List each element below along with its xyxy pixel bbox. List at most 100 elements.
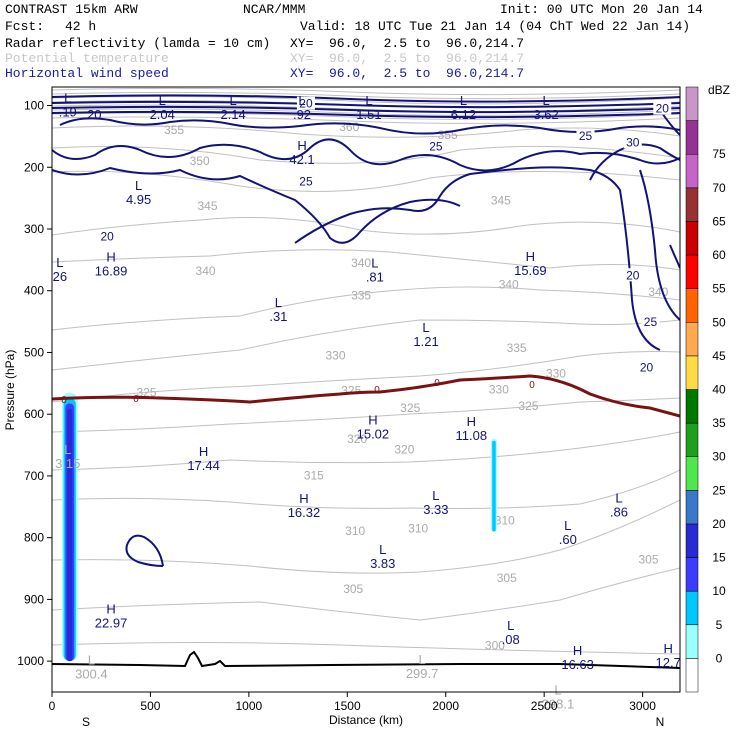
theta-contour-label: 335 — [507, 341, 527, 355]
freezing-level-label: 0 — [374, 385, 380, 396]
colorbar-swatch — [685, 86, 699, 121]
colorbar-level-label: 70 — [712, 181, 726, 195]
radar-reflectivity — [61, 392, 497, 662]
colorbar-swatch — [685, 523, 699, 558]
colorbar-swatch — [685, 153, 699, 189]
y-tick-label: 900 — [24, 592, 44, 606]
x-tick-label: 2000 — [432, 699, 459, 713]
low-marker: L — [432, 488, 439, 503]
colorbar-swatch — [685, 658, 699, 693]
colorbar-level-label: 55 — [712, 282, 726, 296]
wind-contour-label: 25 — [644, 315, 658, 329]
extremum-value: 3.62 — [533, 107, 558, 122]
freezing-level-label: 0 — [133, 394, 139, 405]
freezing-level-contour — [52, 374, 680, 418]
low-marker: L — [88, 653, 95, 668]
extremum-value: 16.32 — [288, 505, 321, 520]
extremum-value: 16.89 — [95, 264, 128, 279]
colorbar-level-label: 20 — [712, 517, 726, 531]
low-marker: L — [507, 618, 514, 633]
y-tick-label: 200 — [24, 160, 44, 174]
freezing-level-labels: 0 0 0 0 0 — [61, 378, 535, 406]
colorbar-swatch — [685, 456, 699, 491]
y-tick-label: 300 — [24, 222, 44, 236]
wind-label-backdrop — [576, 128, 595, 142]
extremum-value: .92 — [293, 107, 311, 122]
extremum-value: 298.1 — [542, 696, 575, 711]
high-marker: H — [299, 491, 308, 506]
wind-label-backdrop — [426, 139, 445, 153]
wind-contour-label: 20 — [626, 268, 640, 282]
extremum-value: 16.63 — [561, 657, 594, 672]
theta-contour-label: 340 — [648, 285, 668, 299]
low-marker: L — [554, 682, 561, 697]
forecast-hour: 42 h — [65, 19, 97, 34]
extremum-value: 1.21 — [413, 334, 438, 349]
high-marker: H — [663, 641, 672, 656]
theta-contour-label: 305 — [638, 552, 658, 566]
theta-contour-label: 345 — [198, 199, 218, 213]
field-name-theta: Potential temperature — [5, 51, 169, 66]
extremum-value: .19 — [59, 104, 77, 119]
low-marker: L — [365, 93, 372, 108]
theta-contour-label: 355 — [164, 123, 184, 137]
colorbar-swatch — [685, 120, 699, 155]
theta-contour-label: 320 — [394, 442, 414, 456]
high-marker: H — [368, 413, 377, 428]
theta-contour-label: 305 — [343, 582, 363, 596]
freezing-level-label: 0 — [434, 378, 440, 389]
field-xy-wind: XY= 96.0, 2.5 to 96.0,214.7 — [290, 66, 525, 81]
extremum-value: 26 — [53, 269, 67, 284]
wind-label-backdrop — [98, 229, 117, 243]
low-marker: L — [564, 518, 571, 533]
plot-area — [52, 87, 680, 692]
extremum-value: .31 — [269, 309, 287, 324]
colorbar-swatch — [685, 422, 699, 457]
colorbar-level-label: 25 — [712, 483, 726, 497]
theta-contour-label: 300 — [485, 639, 505, 653]
extremum-value: 6.12 — [451, 107, 476, 122]
theta-contour-label: 340 — [499, 278, 519, 292]
wind-speed-labels: 20 25 25 25 30 20 20 25 20 20 — [98, 96, 672, 374]
extremum-value: 12.7 — [656, 655, 681, 670]
extremum-value: 17.44 — [187, 458, 220, 473]
high-marker: H — [573, 643, 582, 658]
y-tick-label: 800 — [24, 531, 44, 545]
theta-contour-label: 325 — [518, 399, 538, 413]
theta-contour-label: 325 — [341, 384, 361, 398]
model-title: CONTRAST 15km ARW — [5, 2, 138, 17]
theta-contour-label: 350 — [190, 154, 210, 168]
high-marker: H — [106, 250, 115, 265]
wind-label-backdrop — [296, 96, 315, 110]
colorbar-level-label: 15 — [712, 551, 726, 565]
extremum-value: 1.51 — [356, 107, 381, 122]
extremum-value: .81 — [366, 270, 384, 285]
extremum-value: 15.69 — [514, 263, 547, 278]
x-axis-left-end-label: S — [82, 715, 90, 729]
reflectivity-colorbar: 0 5 10 15 20 25 30 35 40 45 50 55 60 65 70 75 — [685, 86, 726, 693]
low-marker: L — [615, 490, 622, 505]
radar-echo-band — [67, 408, 73, 662]
valid-time: Valid: 18 UTC Tue 21 Jan 14 (04 ChT Wed … — [300, 19, 691, 34]
x-tick-label: 1500 — [334, 699, 361, 713]
wind-label-backdrop — [296, 174, 315, 188]
low-marker: L — [460, 93, 467, 108]
colorbar-swatch — [685, 221, 699, 256]
field-name-reflectivity: Radar reflectivity (lamda = 10 cm) — [5, 36, 271, 51]
low-marker: L — [275, 295, 282, 310]
wind-contour-label: 20 — [100, 229, 114, 243]
wind-label-backdrop — [637, 360, 656, 374]
extremum-value: 2.04 — [150, 107, 175, 122]
theta-contour-label: 320 — [347, 432, 367, 446]
extremum-value: 299.7 — [406, 666, 439, 681]
x-axis: 0 500 1000 1500 2000 2500 3000 — [49, 692, 656, 713]
extrema-labels: L.19 20L2.04L2.14L.92L1.51L6.12L3.62H42.1… — [53, 90, 681, 711]
theta-contour-label: 325 — [400, 401, 420, 415]
colorbar-swatch — [685, 624, 699, 659]
wind-label-backdrop — [623, 135, 642, 149]
colorbar-level-label: 60 — [712, 248, 726, 262]
colorbar-unit-label: dBZ — [708, 83, 730, 97]
wind-contour-label: 20 — [299, 97, 313, 111]
wind-contour-label: 20 — [640, 360, 654, 374]
colorbar-level-label: 0 — [716, 651, 723, 665]
